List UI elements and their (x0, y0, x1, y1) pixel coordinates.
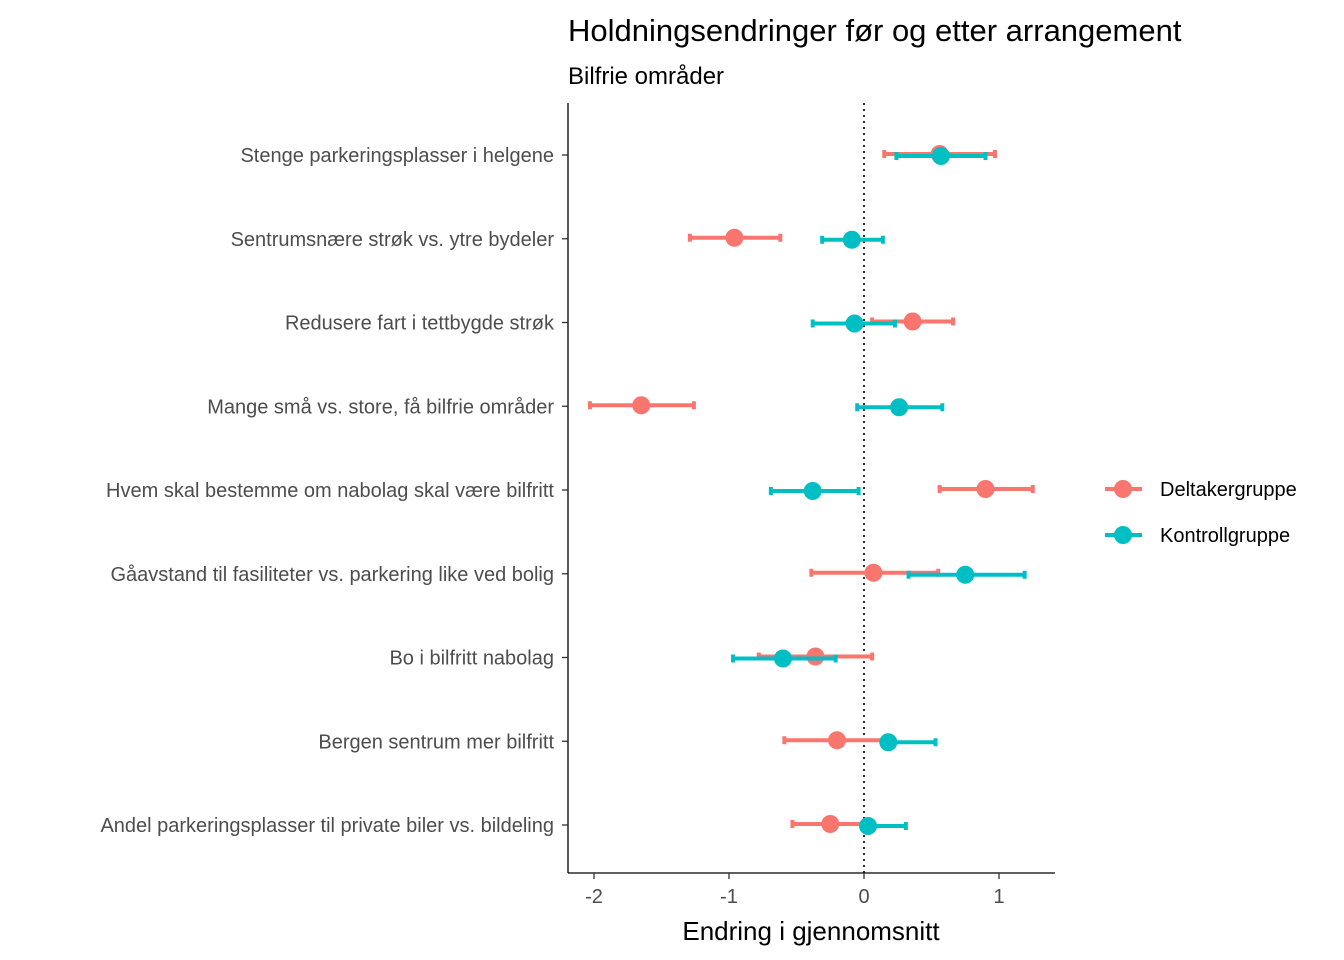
y-tick-label: Sentrumsnære strøk vs. ytre bydeler (231, 229, 555, 251)
y-tick-label: Andel parkeringsplasser til private bile… (100, 815, 554, 837)
legend: Deltakergruppe Kontrollgruppe (1105, 479, 1297, 547)
data-point (859, 817, 878, 835)
data-point (879, 733, 898, 752)
y-tick-label: Stenge parkeringsplasser i helgene (240, 145, 554, 167)
legend-label: Deltakergruppe (1160, 479, 1297, 501)
data-point (828, 731, 846, 750)
data-point (956, 565, 975, 584)
x-tick-label: -1 (720, 886, 738, 908)
x-axis-ticks: -2 -1 0 1 (585, 873, 1005, 908)
y-tick-label: Bo i bilfritt nabolag (389, 648, 554, 670)
data-point (903, 312, 922, 331)
data-point (774, 649, 792, 668)
y-tick-label: Mange små vs. store, få bilfrie områder (207, 396, 554, 418)
x-tick-label: 1 (993, 886, 1004, 908)
data-point (821, 815, 840, 833)
legend-key-point (1114, 480, 1132, 498)
data-point (845, 314, 864, 333)
data-point (725, 228, 744, 247)
data-point (976, 480, 995, 498)
plot-area (587, 103, 1035, 873)
y-axis-labels: Stenge parkeringsplasser i helgene Sentru… (100, 145, 568, 837)
data-point (931, 147, 950, 165)
chart-subtitle: Bilfrie områder (568, 63, 724, 90)
y-tick-label: Redusere fart i tettbygde strøk (285, 313, 555, 335)
x-tick-label: -2 (585, 886, 603, 908)
data-point (890, 398, 909, 417)
x-tick-label: 0 (858, 886, 869, 908)
data-point (842, 230, 861, 249)
legend-label: Kontrollgruppe (1160, 525, 1290, 547)
data-point (803, 482, 822, 500)
chart-title: Holdningsendringer før og etter arrangem… (568, 13, 1182, 48)
x-axis-title: Endring i gjennomsnitt (682, 916, 940, 946)
y-tick-label: Bergen sentrum mer bilfritt (318, 731, 554, 753)
y-tick-label: Gåavstand til fasiliteter vs. parkering … (110, 564, 554, 586)
legend-key-point (1114, 526, 1132, 544)
series-kontrollgruppe (731, 147, 1027, 835)
data-point (864, 563, 883, 582)
data-point (632, 396, 651, 415)
y-tick-label: Hvem skal bestemme om nabolag skal være … (106, 480, 554, 502)
